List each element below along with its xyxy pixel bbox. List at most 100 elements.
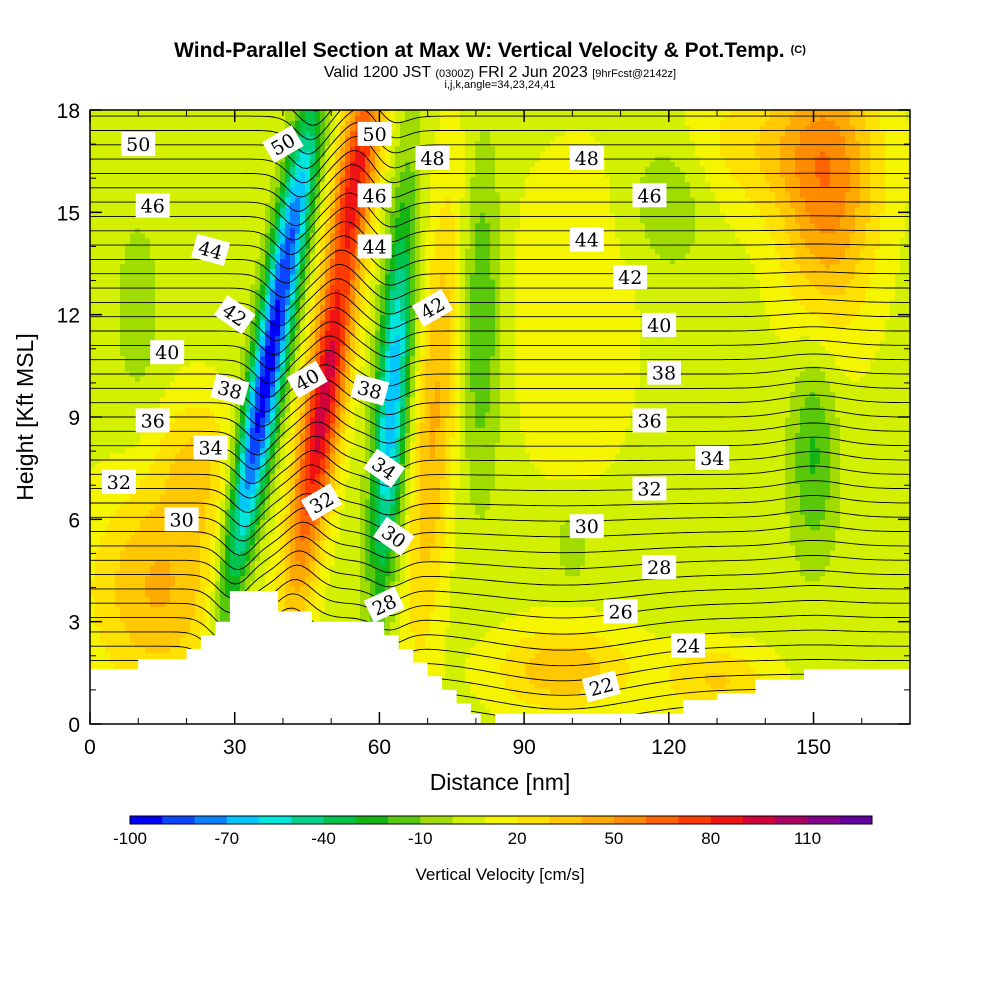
- heatmap-cell: [655, 606, 661, 613]
- heatmap-cell: [875, 621, 881, 628]
- heatmap-cell: [160, 631, 166, 638]
- heatmap-cell: [450, 565, 456, 572]
- heatmap-cell: [695, 596, 701, 602]
- heatmap-cell: [640, 626, 646, 633]
- heatmap-cell: [410, 596, 416, 602]
- heatmap-cell: [790, 657, 796, 664]
- heatmap-cell: [635, 621, 641, 628]
- heatmap-cell: [800, 662, 806, 669]
- heatmap-cell: [770, 637, 776, 643]
- heatmap-cell: [170, 621, 176, 628]
- heatmap-cell: [525, 606, 531, 613]
- heatmap-cell: [495, 708, 501, 715]
- heatmap-cell: [485, 590, 491, 597]
- heatmap-cell: [800, 631, 806, 638]
- heatmap-cell: [400, 616, 406, 623]
- heatmap-cell: [775, 580, 781, 587]
- heatmap-cell: [165, 601, 171, 607]
- heatmap-cell: [160, 575, 166, 582]
- heatmap-cell: [550, 626, 556, 633]
- heatmap-cell: [830, 616, 836, 623]
- heatmap-cell: [135, 601, 141, 607]
- heatmap-cell: [490, 642, 496, 648]
- heatmap-cell: [300, 596, 306, 602]
- heatmap-cell: [835, 616, 841, 623]
- heatmap-cell: [440, 626, 446, 633]
- heatmap-cell: [465, 688, 471, 694]
- heatmap-cell: [100, 575, 106, 582]
- heatmap-cell: [745, 677, 751, 684]
- heatmap-cell: [300, 606, 306, 613]
- heatmap-cell: [470, 677, 476, 684]
- heatmap-cell: [425, 611, 431, 618]
- heatmap-cell: [420, 590, 426, 597]
- heatmap-cell: [415, 657, 421, 664]
- heatmap-cell: [595, 621, 601, 628]
- heatmap-cell: [490, 575, 496, 582]
- heatmap-cell: [315, 570, 321, 577]
- heatmap-cell: [895, 611, 901, 618]
- heatmap-cell: [515, 585, 521, 592]
- heatmap-cell: [220, 580, 226, 587]
- heatmap-cell: [835, 662, 841, 669]
- heatmap-cell: [525, 667, 531, 674]
- heatmap-cell: [675, 693, 681, 700]
- heatmap-cell: [750, 575, 756, 582]
- heatmap-cell: [520, 601, 526, 607]
- heatmap-cell: [620, 677, 626, 684]
- heatmap-cell: [205, 621, 211, 628]
- heatmap-cell: [345, 565, 351, 572]
- heatmap-cell: [730, 611, 736, 618]
- heatmap-cell: [125, 616, 131, 623]
- heatmap-cell: [825, 585, 831, 592]
- heatmap-cell: [470, 703, 476, 710]
- heatmap-cell: [625, 698, 631, 705]
- heatmap-cell: [660, 616, 666, 623]
- heatmap-cell: [510, 683, 516, 689]
- heatmap-cell: [110, 575, 116, 582]
- heatmap-cell: [605, 703, 611, 710]
- heatmap-cell: [520, 662, 526, 669]
- heatmap-cell: [570, 688, 576, 694]
- heatmap-cell: [585, 570, 591, 577]
- heatmap-cell: [895, 601, 901, 607]
- heatmap-cell: [755, 611, 761, 618]
- heatmap-cell: [680, 621, 686, 628]
- heatmap-cell: [390, 616, 396, 623]
- heatmap-cell: [815, 652, 821, 659]
- heatmap-cell: [180, 590, 186, 597]
- heatmap-cell: [860, 590, 866, 597]
- heatmap-cell: [515, 631, 521, 638]
- heatmap-cell: [770, 601, 776, 607]
- heatmap-cell: [555, 575, 561, 582]
- heatmap-cell: [145, 642, 151, 648]
- heatmap-cell: [370, 590, 376, 597]
- heatmap-cell: [475, 672, 481, 679]
- heatmap-cell: [615, 631, 621, 638]
- heatmap-cell: [310, 606, 316, 613]
- heatmap-cell: [620, 626, 626, 633]
- heatmap-cell: [360, 580, 366, 587]
- heatmap-cell: [300, 570, 306, 577]
- heatmap-cell: [625, 708, 631, 715]
- heatmap-cell: [870, 647, 876, 653]
- heatmap-cell: [95, 580, 101, 587]
- heatmap-cell: [125, 575, 131, 582]
- heatmap-cell: [125, 590, 131, 597]
- heatmap-cell: [855, 621, 861, 628]
- heatmap-cell: [635, 590, 641, 597]
- heatmap-cell: [775, 647, 781, 653]
- heatmap-cell: [695, 590, 701, 597]
- heatmap-cell: [550, 590, 556, 597]
- heatmap-cell: [655, 596, 661, 602]
- heatmap-cell: [470, 688, 476, 694]
- heatmap-cell: [325, 601, 331, 607]
- heatmap-cell: [655, 708, 661, 715]
- heatmap-cell: [435, 637, 441, 643]
- heatmap-cell: [530, 606, 536, 613]
- heatmap-cell: [445, 642, 451, 648]
- heatmap-cell: [815, 631, 821, 638]
- heatmap-cell: [640, 601, 646, 607]
- heatmap-cell: [420, 616, 426, 623]
- heatmap-cell: [635, 642, 641, 648]
